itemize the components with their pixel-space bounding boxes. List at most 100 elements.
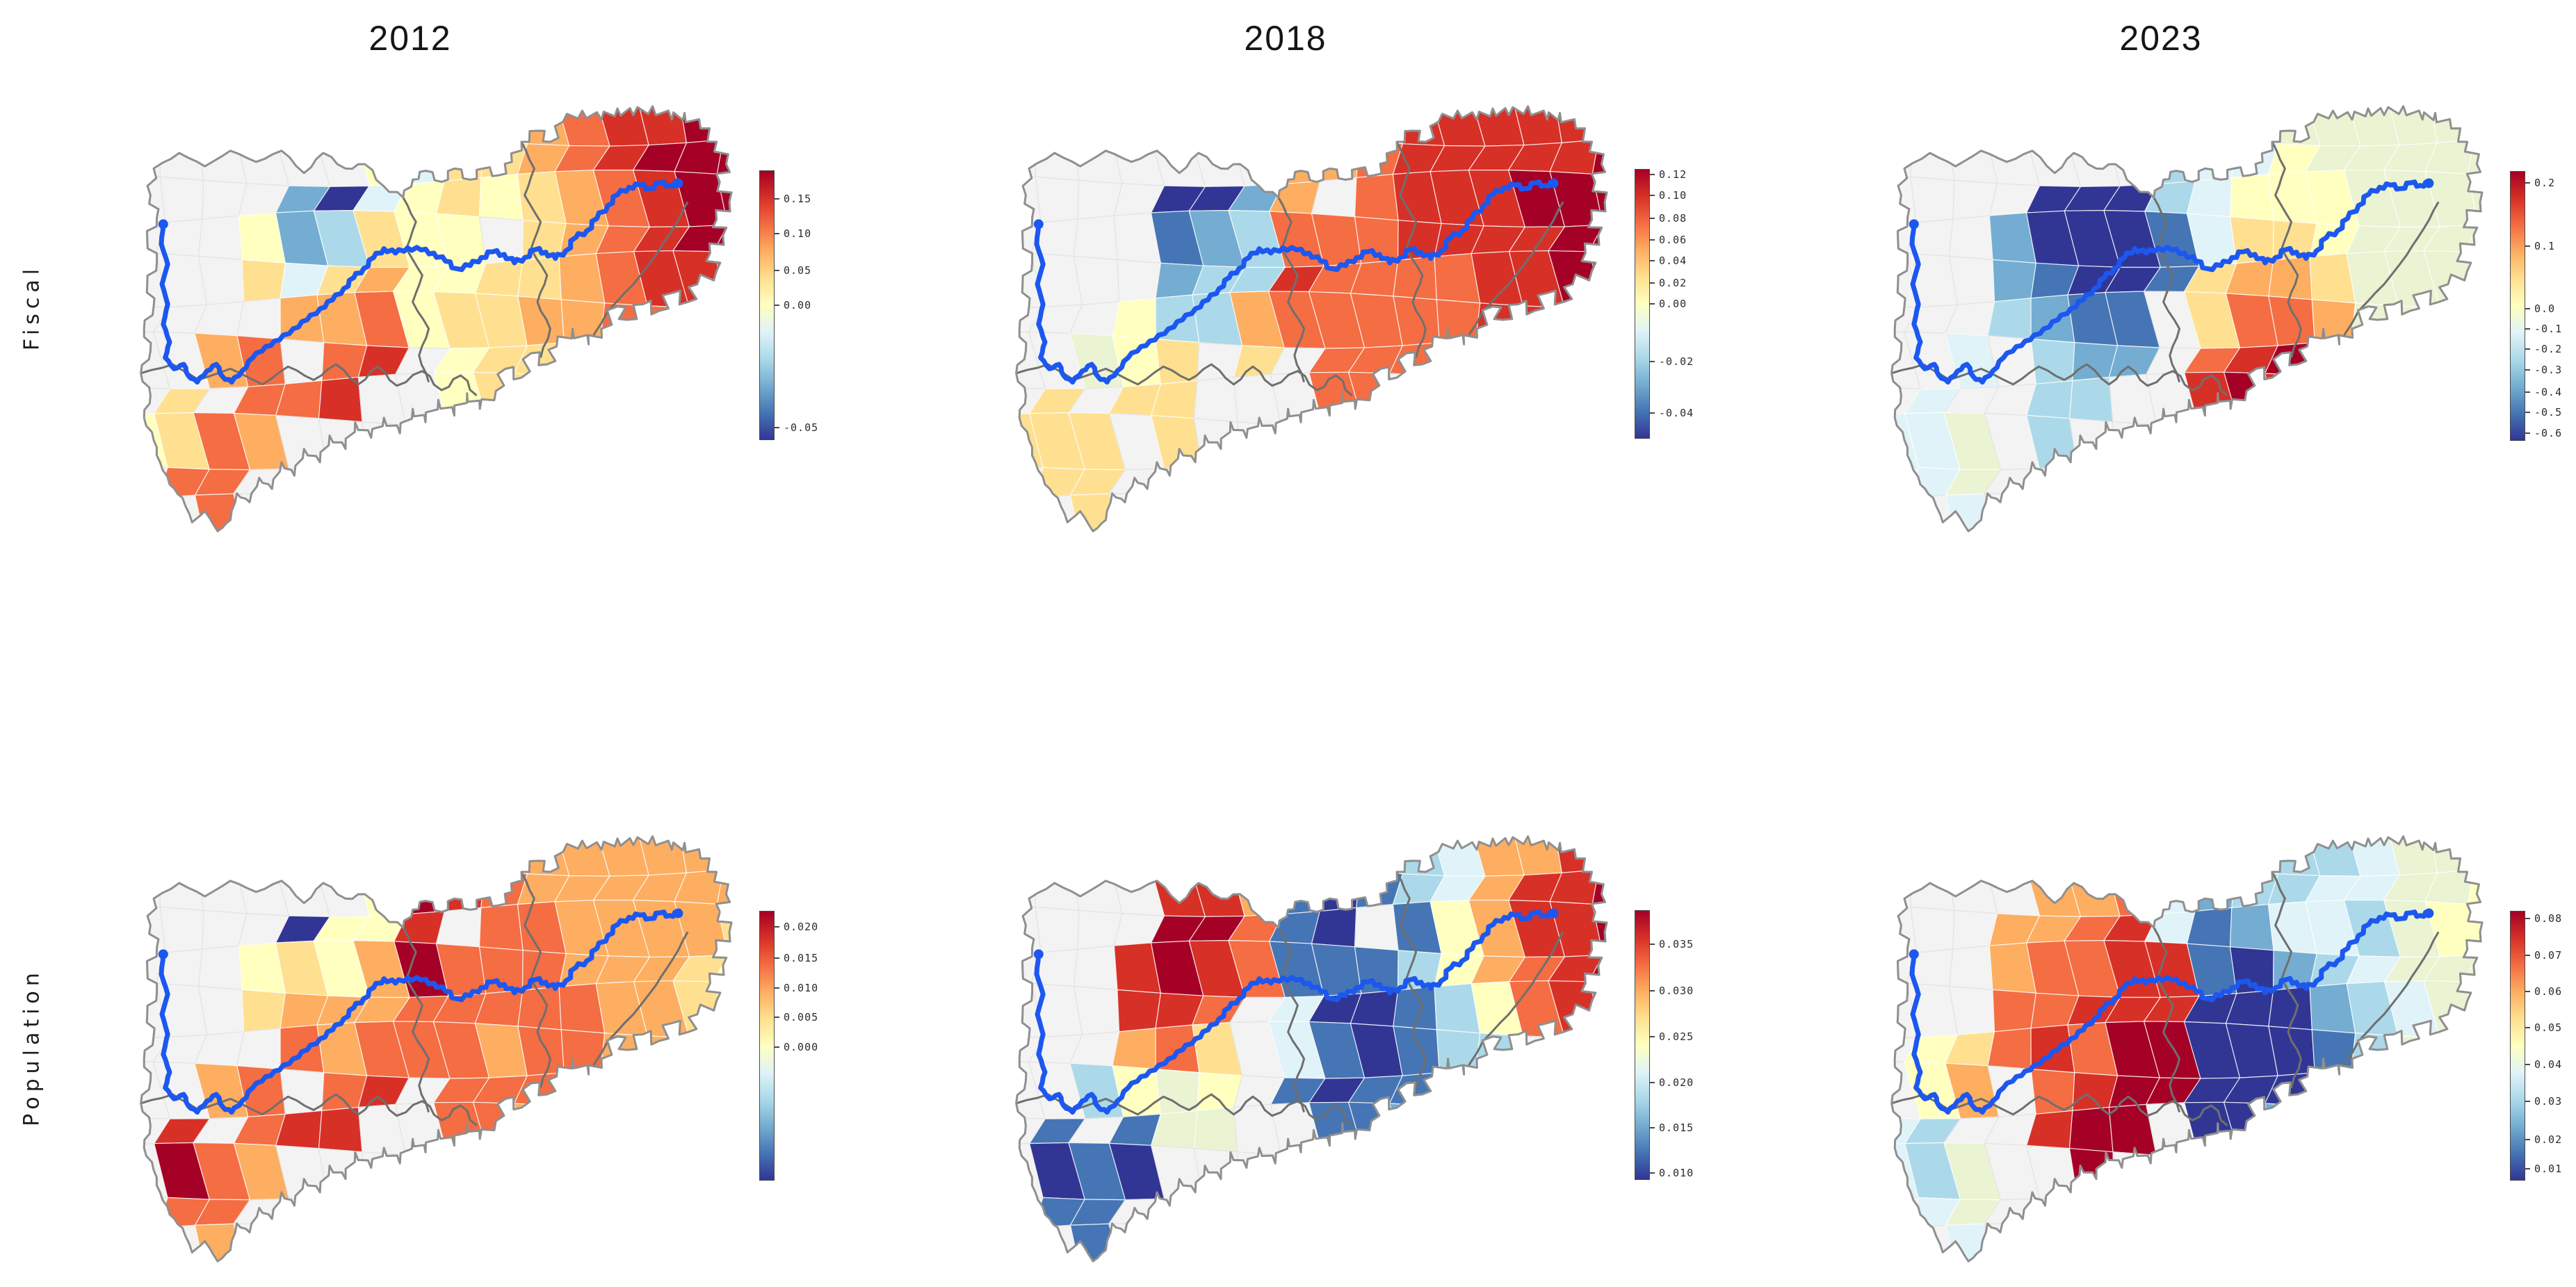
- river-start-dot: [1909, 219, 1919, 229]
- colorbar-tick-label: 0.01: [2534, 1162, 2563, 1175]
- yangtze-river-line: [159, 909, 681, 1115]
- colorbar-tick-label: 0.05: [784, 264, 812, 277]
- colorbar-tick-mark: [775, 198, 779, 200]
- column-title-2023: 2023: [2119, 19, 2203, 58]
- colorbar-tick-mark: [1650, 412, 1655, 414]
- colorbar-tick-mark: [775, 426, 779, 428]
- choropleth-map-fiscal-2018: [1015, 105, 1608, 533]
- colorbar-tick-label: 0.08: [2534, 912, 2563, 925]
- colorbar-tick-label: 0.0: [2534, 302, 2556, 316]
- colorbar-tick-mark: [2525, 1027, 2530, 1029]
- colorbar-tick-mark: [775, 926, 779, 928]
- colorbar-tick-mark: [1650, 195, 1655, 197]
- colorbar-tick-label: 0.015: [1659, 1121, 1694, 1134]
- colorbar-tick-mark: [1650, 990, 1655, 992]
- colorbar-population-2012: [759, 911, 775, 1181]
- colorbar-tick-mark: [2525, 1138, 2530, 1140]
- region-outline: [140, 835, 733, 1263]
- colorbar-ticks-fiscal-2018: 0.12 0.10 0.08 0.06 0.04 0.02 0.00 -0.02 -0.04: [1650, 168, 1747, 439]
- colorbar-tick-label: 0.010: [784, 981, 819, 994]
- colorbar-tick-label: 0.10: [1659, 189, 1687, 202]
- colorbar-tick-label: -0.6: [2534, 426, 2563, 439]
- colorbar-tick-label: 0.1: [2534, 239, 2556, 252]
- map-panel-population-2023: 0.08 0.07 0.06 0.05 0.04 0.03 0.02 0.01: [1872, 827, 2576, 1287]
- colorbar-tick-mark: [2525, 245, 2530, 247]
- colorbar-tick-label: 0.020: [1659, 1076, 1694, 1089]
- colorbar-tick-mark: [2525, 308, 2530, 310]
- colorbar-ticks-population-2023: 0.08 0.07 0.06 0.05 0.04 0.03 0.02 0.01: [2525, 911, 2576, 1181]
- colorbar-tick-label: -0.3: [2534, 364, 2563, 377]
- colorbar-tick-mark: [775, 1046, 779, 1048]
- colorbar-tick-mark: [1650, 303, 1655, 305]
- river-end-dot: [673, 178, 683, 188]
- choropleth-map-fiscal-2023: [1890, 105, 2484, 533]
- colorbar-tick-label: 0.020: [784, 921, 819, 934]
- colorbar-tick-mark: [775, 305, 779, 307]
- colorbar-tick-label: -0.02: [1659, 355, 1694, 369]
- colorbar-tick-label: 0.00: [1659, 298, 1687, 311]
- river-start-dot: [1033, 949, 1044, 960]
- colorbar-tick-mark: [2525, 991, 2530, 992]
- county-cells: [1891, 106, 2483, 532]
- colorbar-tick-label: 0.02: [2534, 1133, 2563, 1146]
- county-cells: [1891, 836, 2483, 1262]
- yangtze-river-line: [159, 179, 681, 385]
- colorbar-tick-mark: [1650, 1172, 1655, 1174]
- colorbar-tick-label: -0.4: [2534, 386, 2563, 399]
- province-borders: [1016, 141, 1564, 396]
- colorbar-tick-mark: [2525, 327, 2530, 330]
- map-panel-fiscal-2018: 0.12 0.10 0.08 0.06 0.04 0.02 0.00 -0.02 -0.04: [997, 97, 1859, 827]
- column-title-2018: 2018: [1244, 19, 1327, 58]
- colorbar-tick-label: 0.06: [2534, 985, 2563, 998]
- column-title-2012: 2012: [368, 19, 452, 58]
- map-panel-fiscal-2023: 0.2 0.1 0.0 -0.1 -0.2 -0.3 -0.4 -0.5 -0.6: [1872, 97, 2576, 827]
- colorbar-tick-mark: [1650, 174, 1655, 176]
- colorbar-tick-label: 0.15: [784, 193, 812, 206]
- colorbar-tick-mark: [1650, 1035, 1655, 1037]
- colorbar-tick-mark: [775, 987, 779, 989]
- colorbar-tick-label: 0.05: [2534, 1021, 2563, 1035]
- colorbar-tick-label: 0.00: [784, 299, 812, 312]
- colorbar-tick-mark: [1650, 259, 1655, 261]
- county-cells: [1016, 836, 1607, 1262]
- colorbar-tick-label: -0.5: [2534, 405, 2563, 419]
- colorbar-tick-mark: [2525, 411, 2530, 413]
- county-cells: [1016, 106, 1607, 532]
- region-outline: [1890, 105, 2484, 533]
- colorbar-tick-label: 0.025: [1659, 1030, 1694, 1043]
- colorbar-tick-mark: [2525, 432, 2530, 434]
- colorbar-fiscal-2023: [2510, 171, 2525, 441]
- colorbar-ticks-population-2018: 0.035 0.030 0.025 0.020 0.015 0.010: [1650, 910, 1747, 1180]
- choropleth-map-population-2018: [1015, 835, 1608, 1263]
- choropleth-map-population-2012: [140, 835, 733, 1263]
- colorbar-fiscal-2018: [1635, 169, 1650, 439]
- colorbar-ticks-fiscal-2023: 0.2 0.1 0.0 -0.1 -0.2 -0.3 -0.4 -0.5 -0.6: [2525, 171, 2576, 441]
- colorbar-ticks-fiscal-2012: 0.15 0.10 0.05 0.00 -0.05: [775, 170, 872, 440]
- colorbar-tick-mark: [775, 1017, 779, 1019]
- colorbar-ticks-population-2012: 0.020 0.015 0.010 0.005 0.000: [775, 911, 872, 1181]
- colorbar-tick-mark: [2525, 348, 2530, 350]
- map-panel-fiscal-2012: 0.15 0.10 0.05 0.00 -0.05: [122, 97, 984, 827]
- colorbar-tick-label: 0.12: [1659, 168, 1687, 181]
- colorbar-population-2023: [2510, 911, 2525, 1181]
- region-outline: [1015, 105, 1608, 533]
- colorbar-tick-label: 0.08: [1659, 212, 1687, 225]
- colorbar-tick-label: 0.04: [2534, 1058, 2563, 1071]
- colorbar-tick-mark: [775, 233, 779, 235]
- colorbar-fiscal-2012: [759, 170, 775, 440]
- yangtze-river-line: [1034, 179, 1556, 385]
- colorbar-tick-label: 0.07: [2534, 948, 2563, 962]
- colorbar-tick-mark: [2525, 369, 2530, 371]
- colorbar-tick-label: -0.1: [2534, 322, 2563, 335]
- colorbar-tick-mark: [1650, 1126, 1655, 1128]
- colorbar-tick-mark: [1650, 1081, 1655, 1083]
- river-start-dot: [1909, 949, 1919, 960]
- colorbar-tick-label: 0.03: [2534, 1094, 2563, 1108]
- colorbar-tick-label: -0.05: [784, 421, 819, 434]
- province-borders: [1891, 871, 2440, 1126]
- colorbar-tick-mark: [2525, 391, 2530, 394]
- province-borders: [1891, 141, 2440, 396]
- colorbar-tick-label: 0.000: [784, 1040, 819, 1053]
- river-end-dot: [2424, 908, 2434, 918]
